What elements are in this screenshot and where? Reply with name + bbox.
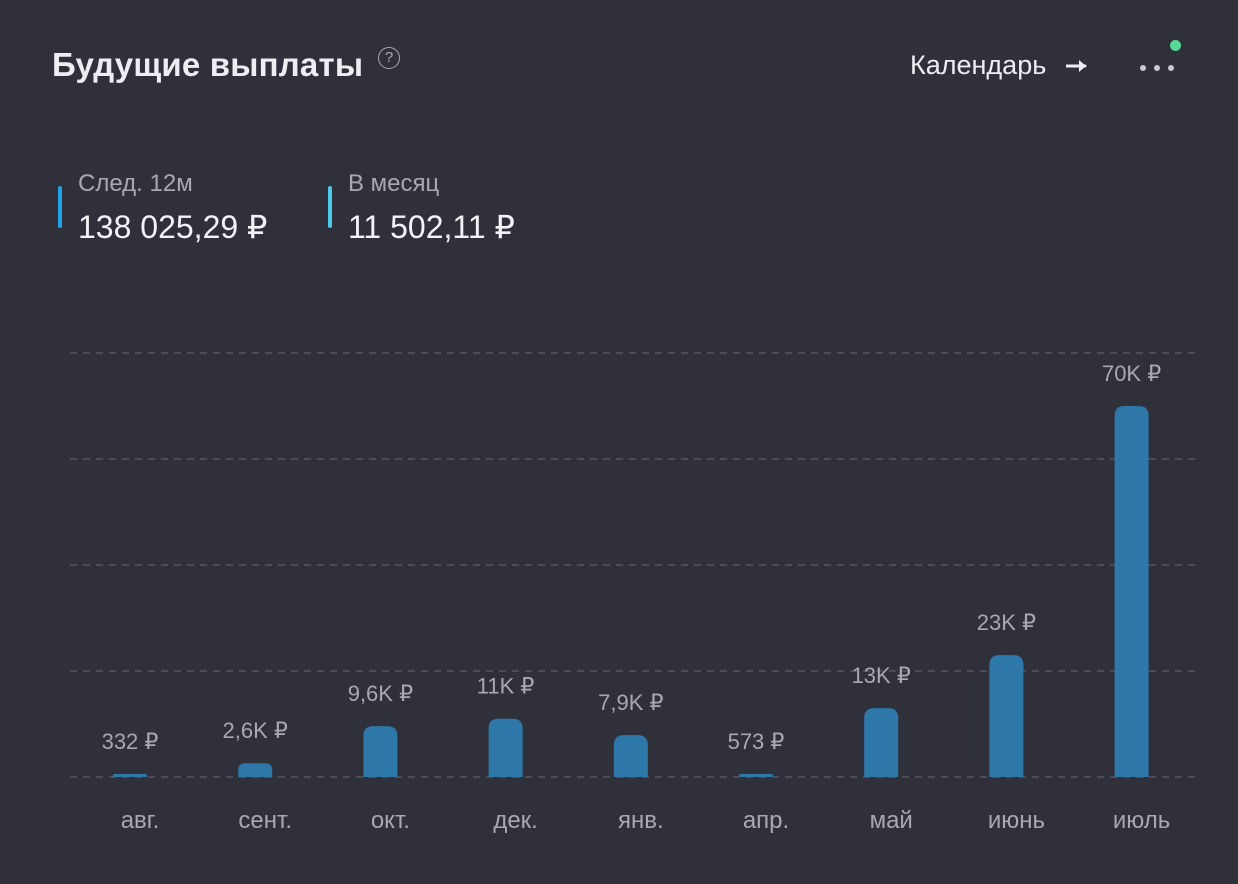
bar-5[interactable] bbox=[739, 773, 773, 777]
x-tick-label: авг. bbox=[121, 807, 160, 834]
bar-value-label: 23K ₽ bbox=[977, 610, 1036, 635]
stat-next12-value: 138 025,29 ₽ bbox=[78, 209, 268, 245]
calendar-label: Календарь bbox=[910, 50, 1047, 80]
x-tick-label: май bbox=[870, 807, 913, 834]
stat-monthly-label: В месяц bbox=[348, 170, 440, 197]
bar-3[interactable] bbox=[488, 718, 523, 777]
x-tick-label: июнь bbox=[988, 807, 1045, 834]
stat-next12-marker bbox=[58, 186, 62, 228]
bar-value-label: 9,6K ₽ bbox=[348, 681, 413, 706]
x-tick-label: дек. bbox=[493, 807, 538, 834]
calendar-link[interactable]: Календарь bbox=[910, 50, 1090, 81]
bar-2[interactable] bbox=[363, 726, 398, 777]
bar-6[interactable] bbox=[864, 708, 899, 777]
bar-4[interactable] bbox=[613, 735, 648, 777]
x-tick-label: янв. bbox=[618, 807, 664, 834]
help-icon[interactable]: ? bbox=[378, 47, 400, 69]
bar-0[interactable] bbox=[113, 774, 147, 777]
bar-value-label: 13K ₽ bbox=[852, 663, 911, 688]
bar-value-label: 332 ₽ bbox=[102, 729, 159, 754]
bar-value-label: 2,6K ₽ bbox=[223, 718, 288, 743]
bar-value-label: 11K ₽ bbox=[477, 674, 535, 699]
bar-value-label: 70K ₽ bbox=[1102, 361, 1161, 386]
x-tick-label: июль bbox=[1113, 807, 1170, 834]
arrow-right-icon bbox=[1066, 59, 1087, 72]
card-title: Будущие выплаты bbox=[52, 46, 364, 83]
stat-next12-label: След. 12м bbox=[78, 170, 193, 197]
bar-8[interactable] bbox=[1114, 406, 1149, 777]
stat-monthly-marker bbox=[328, 186, 332, 228]
stat-monthly-value: 11 502,11 ₽ bbox=[348, 209, 515, 245]
x-tick-label: апр. bbox=[743, 807, 789, 834]
more-horizontal-icon[interactable] bbox=[1138, 56, 1178, 80]
x-tick-label: сент. bbox=[238, 807, 292, 834]
x-tick-label: окт. bbox=[371, 807, 410, 834]
notification-dot bbox=[1170, 40, 1181, 51]
bar-value-label: 573 ₽ bbox=[728, 729, 785, 754]
bar-value-label: 7,9K ₽ bbox=[598, 690, 663, 715]
bar-7[interactable] bbox=[989, 655, 1024, 777]
bar-1[interactable] bbox=[238, 763, 273, 777]
